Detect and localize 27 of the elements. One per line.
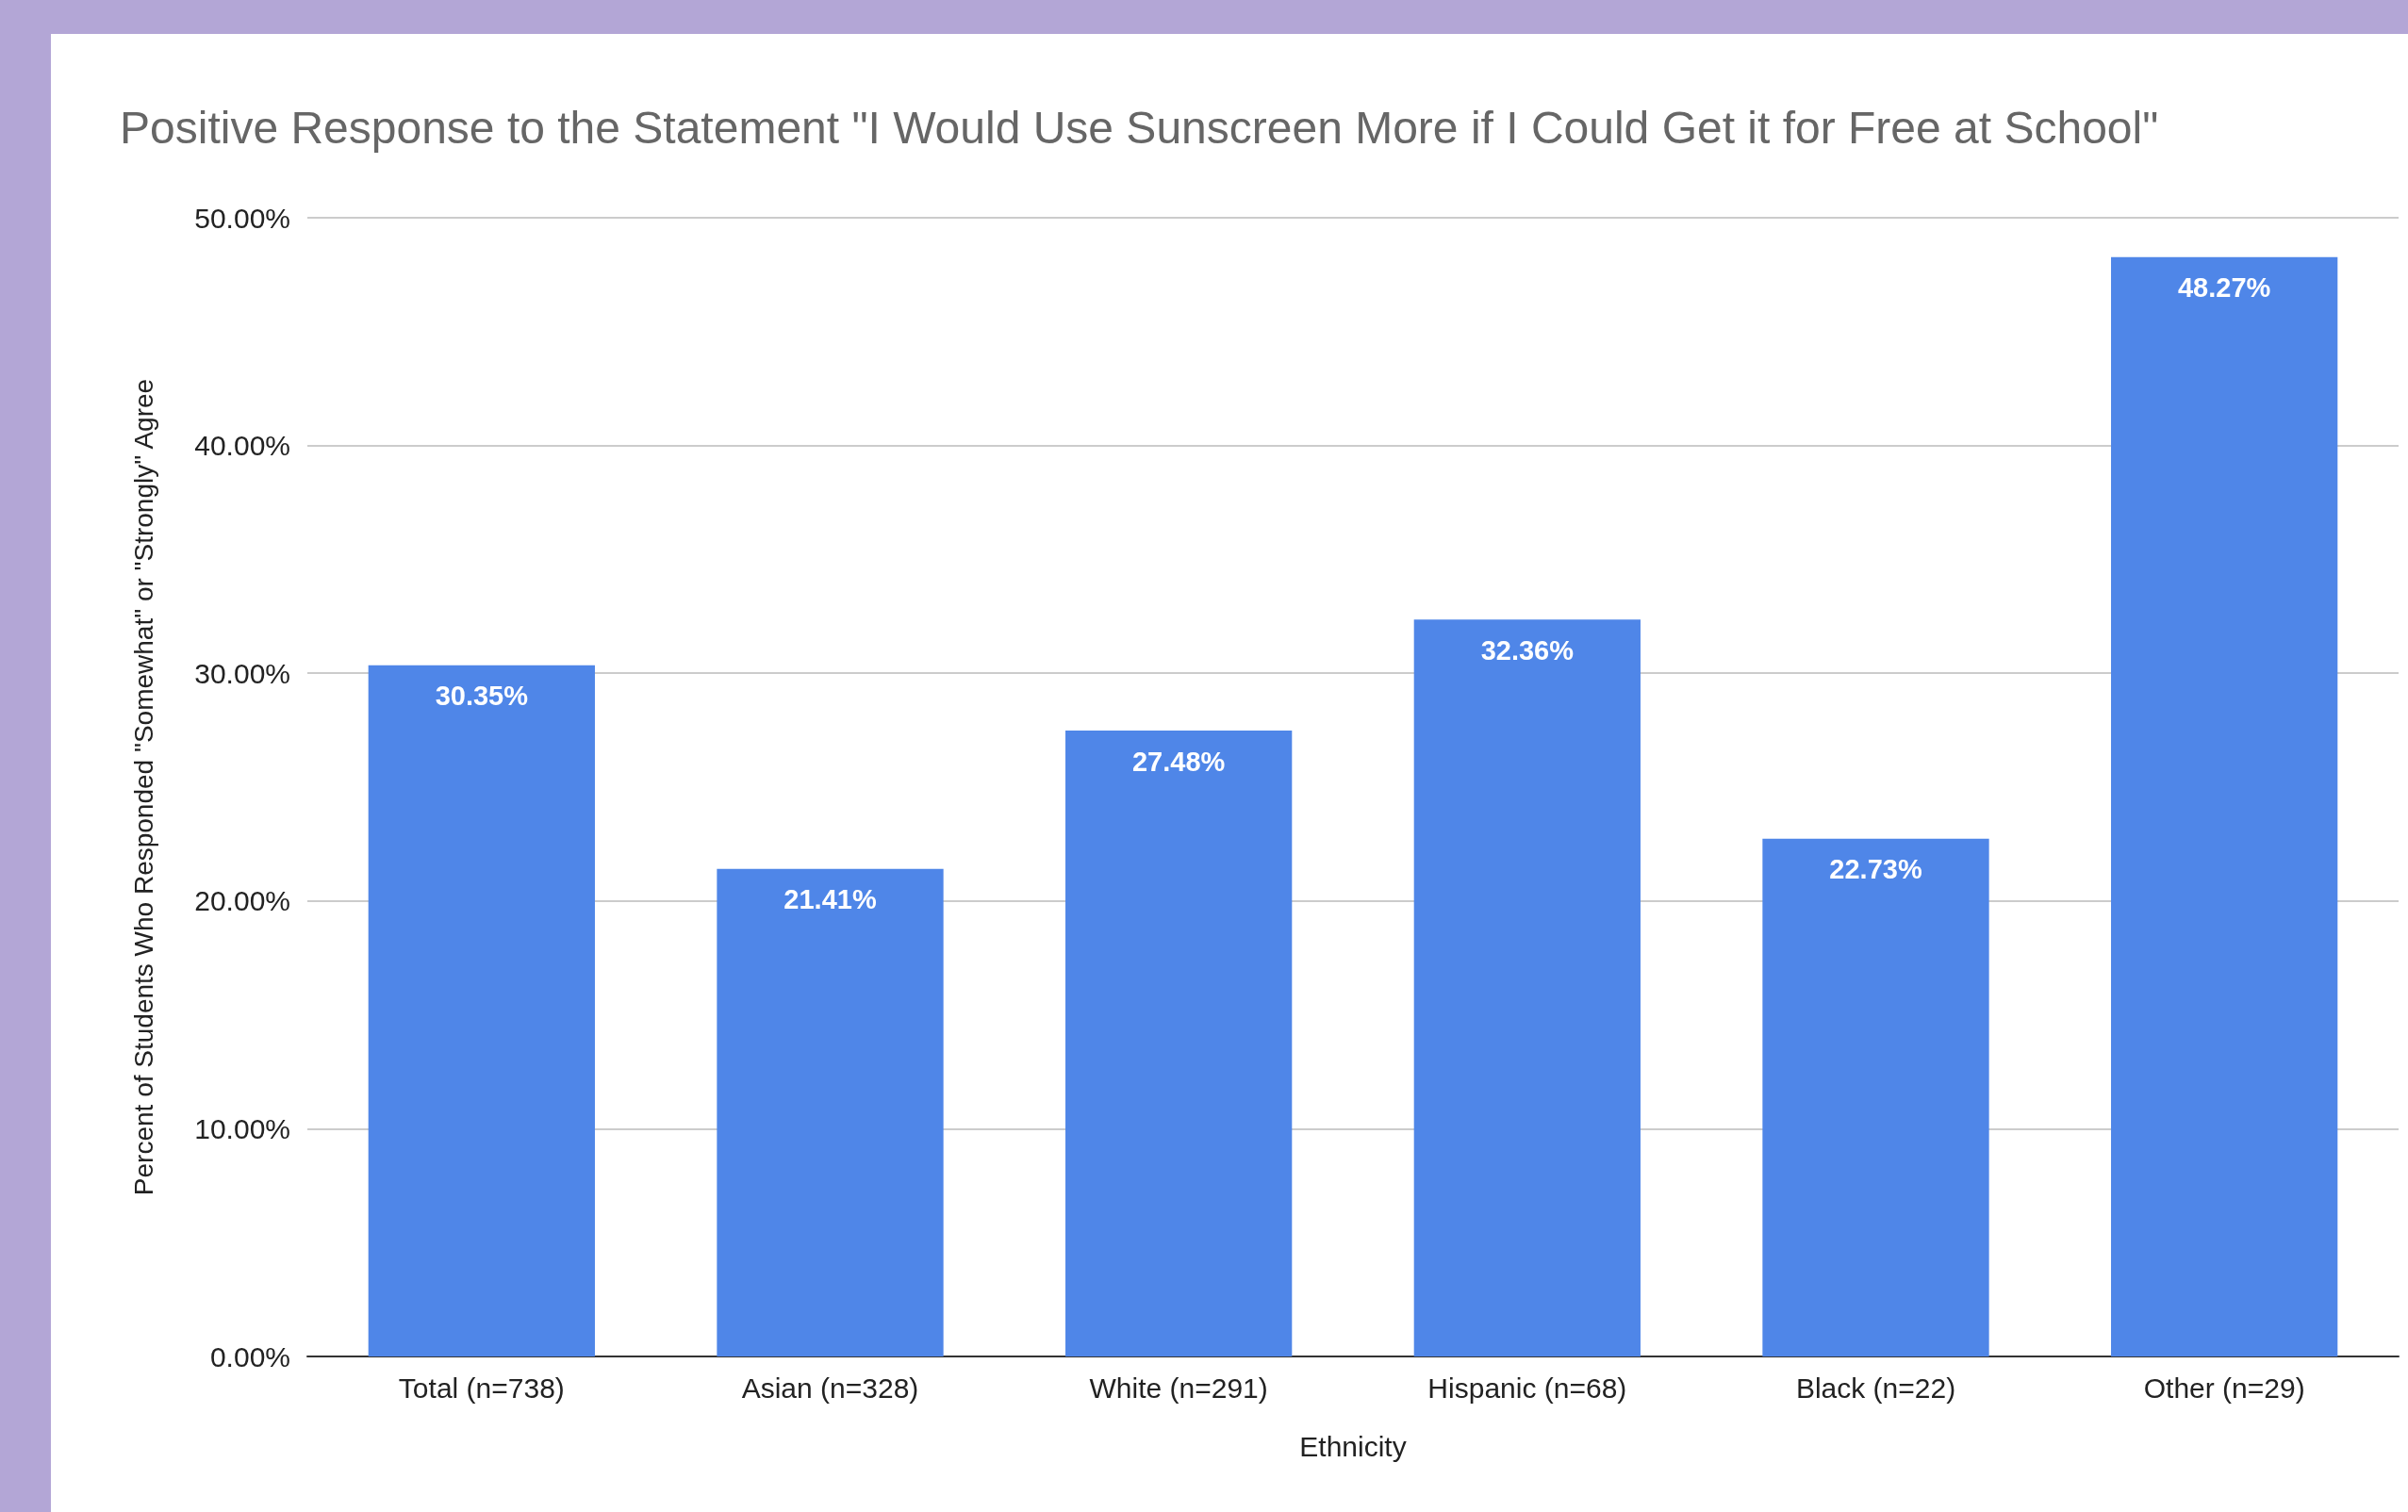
bar xyxy=(2111,256,2338,1356)
x-tick-label: Hispanic (n=68) xyxy=(1427,1372,1627,1404)
y-tick-label: 20.00% xyxy=(194,885,290,917)
data-label: 30.35% xyxy=(435,681,529,712)
bar xyxy=(1413,619,1641,1356)
y-axis-title: Percent of Students Who Responded "Somewhat" or "Strongly" Agree xyxy=(128,378,158,1196)
y-tick-label: 30.00% xyxy=(194,657,290,689)
x-tick-label: White (n=291) xyxy=(1089,1372,1268,1404)
x-axis-title: Ethnicity xyxy=(1299,1430,1407,1462)
x-tick-label: Asian (n=328) xyxy=(741,1372,919,1404)
chart-title: Positive Response to the Statement "I Would Use Sunscreen More if I Could Get it for Free at School" xyxy=(120,102,2159,153)
bar xyxy=(717,868,944,1356)
y-tick-label: 0.00% xyxy=(209,1340,290,1372)
y-tick-label: 50.00% xyxy=(194,202,290,234)
data-label: 48.27% xyxy=(2177,272,2271,304)
x-tick-label: Other (n=29) xyxy=(2143,1372,2305,1404)
data-label: 21.41% xyxy=(783,884,877,915)
bar xyxy=(1065,731,1293,1356)
y-tick-label: 10.00% xyxy=(194,1112,290,1144)
data-label: 32.36% xyxy=(1480,634,1575,666)
y-tick-label: 40.00% xyxy=(194,430,290,462)
x-tick-label: Black (n=22) xyxy=(1795,1372,1956,1404)
bar xyxy=(368,665,595,1356)
bar xyxy=(1762,838,1989,1356)
x-tick-label: Total (n=738) xyxy=(398,1372,565,1404)
data-label: 27.48% xyxy=(1131,746,1226,777)
data-label: 22.73% xyxy=(1829,854,1922,885)
